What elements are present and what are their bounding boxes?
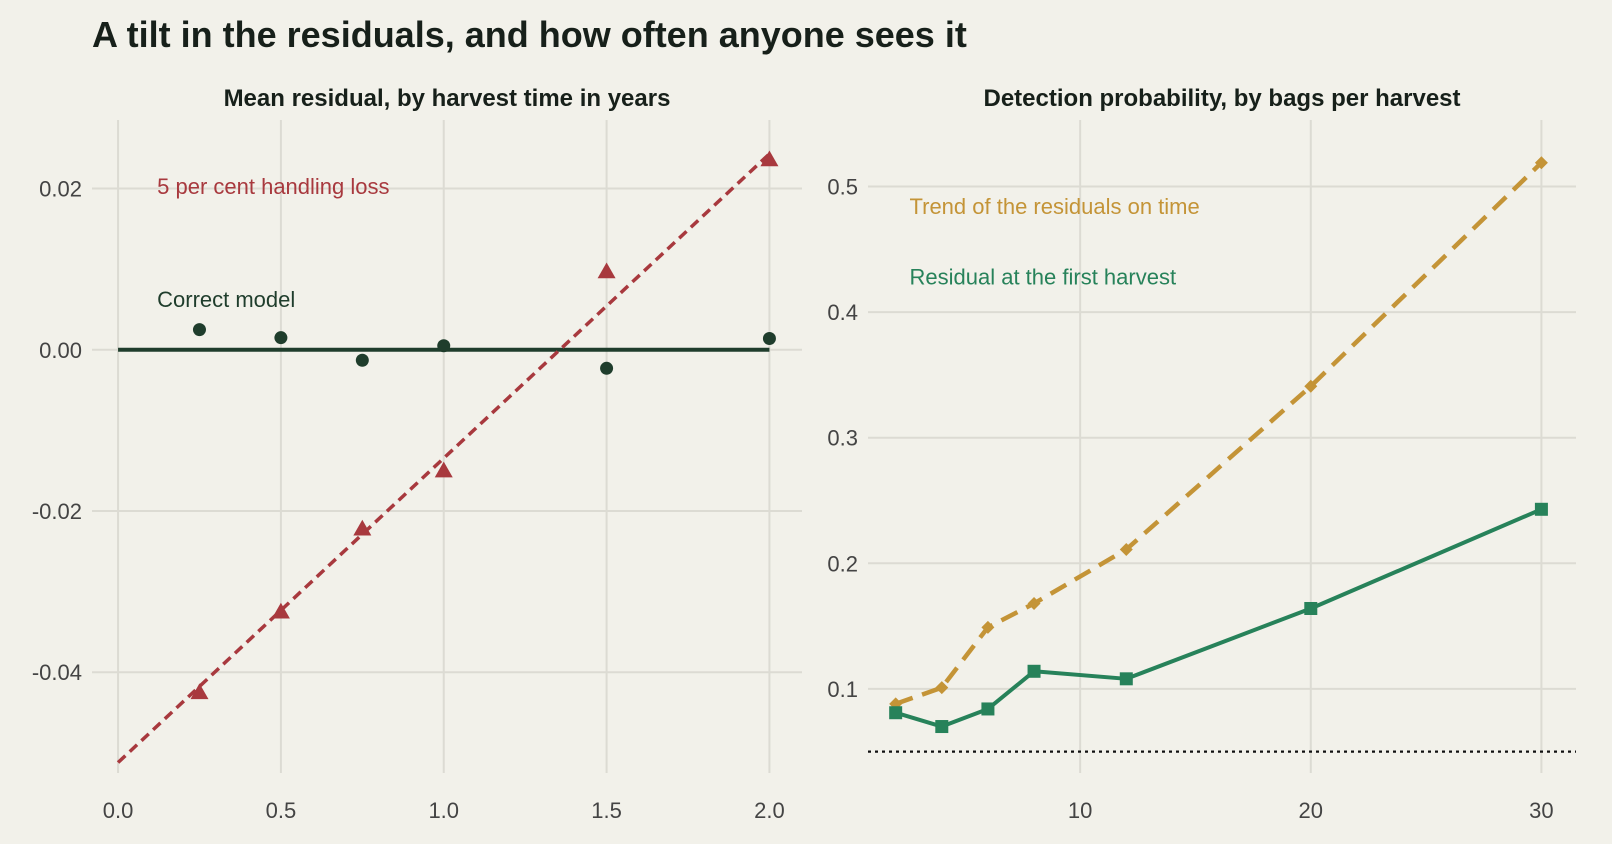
- first_harvest-point: [889, 706, 903, 720]
- trend-point: [1027, 596, 1041, 610]
- correct-point: [274, 331, 288, 345]
- chart-title: A tilt in the residuals, and how often a…: [92, 14, 967, 55]
- handling-point: [434, 461, 453, 478]
- trend-point: [981, 620, 995, 634]
- panel-title: Detection probability, by bags per harve…: [984, 85, 1461, 112]
- series-label: Residual at the first harvest: [910, 265, 1177, 290]
- x-tick-label: 30: [1529, 798, 1553, 823]
- series-label: Correct model: [157, 287, 295, 312]
- first_harvest-point: [981, 702, 995, 716]
- trend-point: [935, 681, 949, 695]
- trend-point: [1534, 156, 1548, 170]
- x-tick-label: 1.5: [591, 798, 622, 823]
- y-tick-label: 0.1: [827, 677, 858, 702]
- y-tick-label: 0.02: [39, 177, 82, 202]
- residual-panel: Mean residual, by harvest time in years 0…: [32, 85, 802, 823]
- y-tick-label: 0.4: [827, 300, 858, 325]
- correct-point: [762, 331, 776, 345]
- first_harvest-series-line: [895, 507, 1543, 729]
- series-label: Trend of the residuals on time: [910, 194, 1200, 219]
- handling-fit-line: [116, 152, 771, 764]
- x-tick-label: 0.0: [103, 798, 134, 823]
- y-tick-label: -0.02: [32, 499, 82, 524]
- x-tick-label: 2.0: [754, 798, 785, 823]
- panel-title: Mean residual, by harvest time in years: [224, 85, 671, 112]
- x-tick-label: 20: [1299, 798, 1323, 823]
- x-tick-label: 10: [1068, 798, 1092, 823]
- first_harvest-point: [1534, 502, 1548, 516]
- detection-panel: Detection probability, by bags per harve…: [827, 85, 1576, 823]
- correct-point: [600, 361, 614, 375]
- trend-series-line: [894, 161, 1543, 707]
- correct-point: [192, 323, 206, 337]
- trend-point: [1119, 542, 1133, 556]
- first_harvest-point: [1027, 664, 1041, 678]
- y-tick-label: 0.2: [827, 551, 858, 576]
- series-label: 5 per cent handling loss: [157, 174, 389, 199]
- y-tick-label: 0.00: [39, 338, 82, 363]
- trend-point: [1304, 379, 1318, 393]
- handling-point: [190, 683, 209, 700]
- y-tick-label: -0.04: [32, 660, 82, 685]
- first_harvest-point: [1119, 672, 1133, 686]
- handling-point: [353, 519, 372, 536]
- first_harvest-point: [1304, 601, 1318, 615]
- handling-point: [597, 262, 616, 279]
- correct-point: [355, 353, 369, 367]
- y-tick-label: 0.5: [827, 175, 858, 200]
- y-tick-label: 0.3: [827, 426, 858, 451]
- handling-point: [760, 150, 779, 167]
- x-tick-label: 0.5: [266, 798, 297, 823]
- correct-point: [437, 339, 451, 353]
- x-tick-label: 1.0: [428, 798, 459, 823]
- handling-point: [271, 602, 290, 619]
- first_harvest-point: [935, 720, 949, 734]
